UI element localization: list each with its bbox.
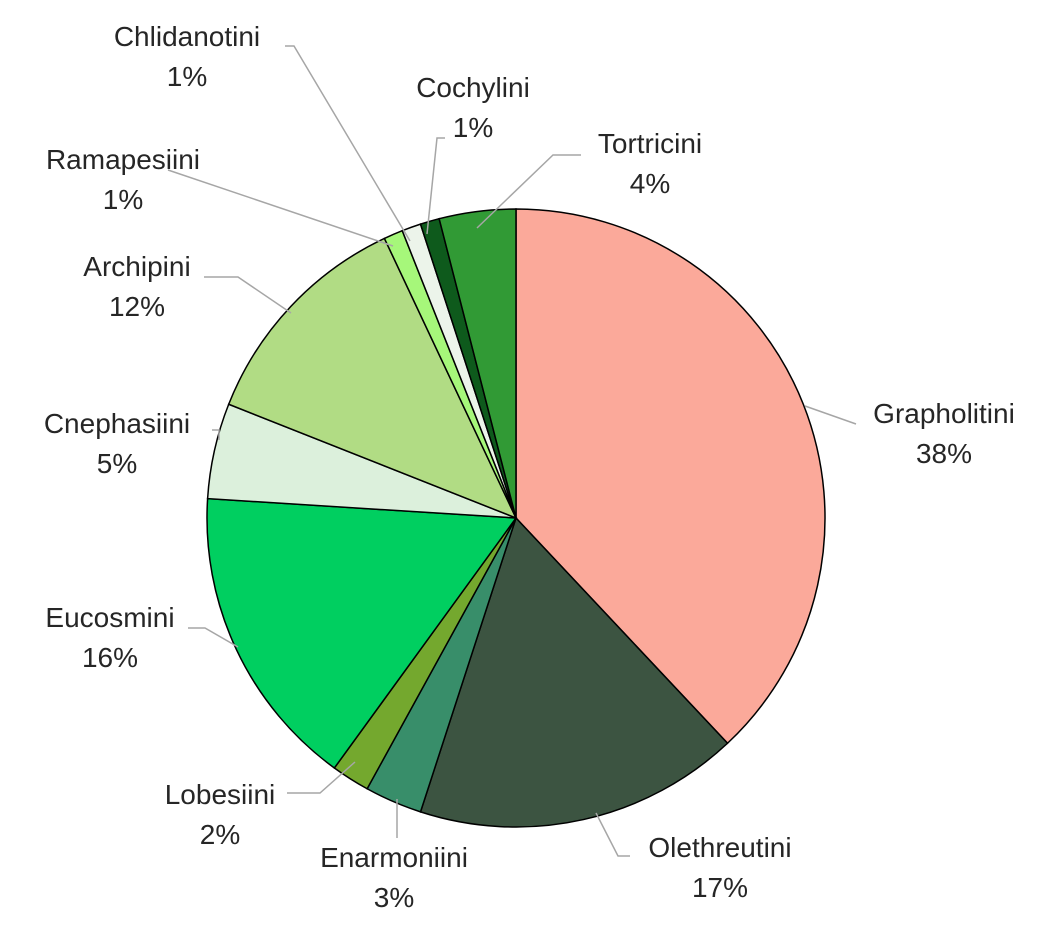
pie-slice-eucosmini xyxy=(206,497,518,770)
slice-value-enarmoniini: 3% xyxy=(374,882,414,913)
slice-label-eucosmini: Eucosmini xyxy=(45,602,174,633)
leader-line-cochylini xyxy=(426,137,445,235)
slice-label-cochylini: Cochylini xyxy=(416,72,530,103)
pie-slice-olethreutini xyxy=(419,516,729,828)
leader-line-eucosmini xyxy=(188,627,239,648)
pie-slice-grapholitini xyxy=(515,208,826,745)
slice-label-archipini: Archipini xyxy=(83,251,190,282)
slice-value-cnephasiini: 5% xyxy=(97,448,137,479)
slice-value-lobesiini: 2% xyxy=(200,819,240,850)
slice-labels: Grapholitini 38% Olethreutini 17% Enarmoniin… xyxy=(44,21,1015,913)
slice-value-tortricini: 4% xyxy=(630,168,670,199)
pie-slices xyxy=(206,208,826,828)
pie-slice-archipini xyxy=(227,237,518,520)
slice-value-eucosmini: 16% xyxy=(82,642,138,673)
slice-value-olethreutini: 17% xyxy=(692,872,748,903)
slice-label-lobesiini: Lobesiini xyxy=(165,779,276,810)
slice-value-grapholitini: 38% xyxy=(916,438,972,469)
slice-value-chlidanotini: 1% xyxy=(167,61,207,92)
leader-line-archipini xyxy=(204,276,292,314)
slice-value-cochylini: 1% xyxy=(453,112,493,143)
leader-lines xyxy=(167,45,857,857)
leader-line-tortricini xyxy=(476,154,581,229)
slice-label-tortricini: Tortricini xyxy=(598,128,702,159)
slice-label-ramapesiini: Ramapesiini xyxy=(46,144,200,175)
slice-label-grapholitini: Grapholitini xyxy=(873,398,1015,429)
pie-slice-tortricini xyxy=(438,208,517,519)
leader-line-chlidanotini xyxy=(285,45,411,242)
slice-value-ramapesiini: 1% xyxy=(103,184,143,215)
leader-line-grapholitini xyxy=(804,405,857,425)
slice-label-olethreutini: Olethreutini xyxy=(648,832,791,863)
leader-line-olethreutini xyxy=(595,812,630,857)
leader-line-lobesiini xyxy=(287,761,356,794)
slice-value-archipini: 12% xyxy=(109,291,165,322)
slice-label-chlidanotini: Chlidanotini xyxy=(114,21,260,52)
slice-label-cnephasiini: Cnephasiini xyxy=(44,408,190,439)
leader-line-ramapesiini xyxy=(167,169,394,247)
slice-label-enarmoniini: Enarmoniini xyxy=(320,842,468,873)
leader-line-cnephasiini xyxy=(212,429,220,440)
